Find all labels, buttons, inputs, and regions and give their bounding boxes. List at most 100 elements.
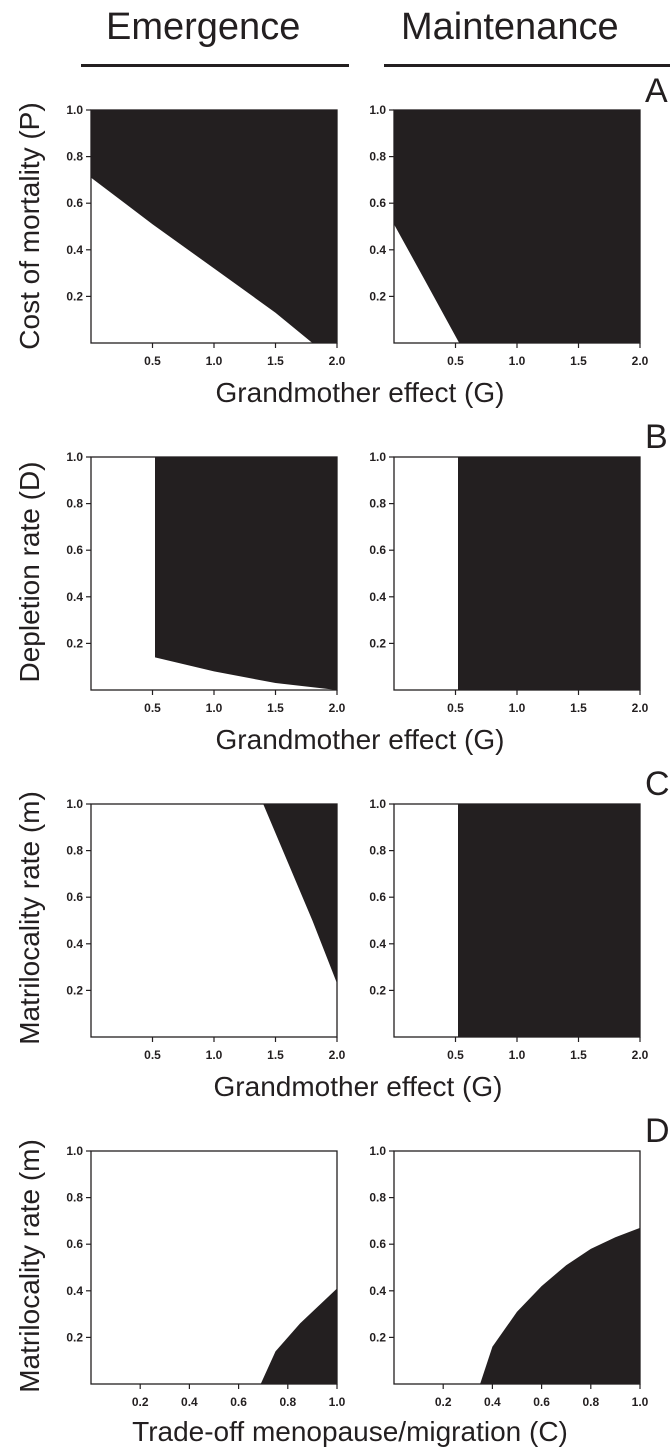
y-tick-label: 0.2 [369,983,386,997]
y-tick-label: 0.2 [369,289,386,303]
x-axis-label-c: Grandmother effect (G) [213,1071,503,1102]
plot-b-emergence: 0.2 0.4 0.6 0.8 1.0 0.5 1.0 1.5 2.0 [66,450,345,715]
plot-d-maintenance: 0.2 0.4 0.6 0.8 1.0 0.2 0.4 0.6 0.8 1.0 [369,1144,648,1409]
x-tick-label: 0.5 [447,701,464,715]
region-c-emergence [263,804,337,984]
y-tick-label: 0.6 [369,196,386,210]
y-tick-label: 0.8 [66,844,83,858]
y-tick-label: 1.0 [66,103,83,117]
x-tick-label: 1.5 [267,701,284,715]
x-tick-label: 2.0 [632,354,649,368]
y-tick-label: 0.4 [369,590,386,604]
x-tick-label: 1.0 [329,1395,346,1409]
y-tick-label: 0.2 [66,636,83,650]
region-a-maintenance [394,110,640,343]
plot-frame-d-emergence [90,1150,338,1385]
x-tick-label: 2.0 [329,1048,346,1062]
column-rule-emergence [81,64,349,67]
y-tick-label: 0.4 [66,590,83,604]
column-rule-maintenance [384,64,670,67]
y-tick-label: 1.0 [369,103,386,117]
x-tick-label: 1.0 [509,354,526,368]
y-tick-label: 0.4 [66,937,83,951]
x-tick-label: 1.0 [206,1048,223,1062]
y-tick-label: 0.2 [66,983,83,997]
y-tick-label: 0.8 [66,497,83,511]
plot-b-maintenance: 0.2 0.4 0.6 0.8 1.0 0.5 1.0 1.5 2.0 [369,450,648,715]
x-tick-label: 0.2 [435,1395,452,1409]
x-tick-label: 0.5 [144,701,161,715]
region-b-emergence [155,457,337,690]
y-tick-label: 1.0 [369,1144,386,1158]
x-axis-label-d: Trade-off menopause/migration (C) [132,1416,568,1447]
y-tick-label: 0.8 [369,150,386,164]
x-tick-label: 2.0 [632,701,649,715]
x-tick-label: 1.5 [570,1048,587,1062]
y-tick-label: 0.6 [369,1237,386,1251]
x-tick-label: 0.8 [279,1395,296,1409]
x-tick-label: 0.4 [181,1395,198,1409]
y-tick-label: 0.4 [66,1284,83,1298]
y-tick-label: 0.4 [66,243,83,257]
plot-frame-d-maintenance [393,1150,641,1385]
x-tick-label: 1.0 [206,354,223,368]
y-tick-label: 1.0 [66,450,83,464]
x-tick-label: 2.0 [329,354,346,368]
y-tick-label: 0.4 [369,243,386,257]
x-tick-label: 0.4 [484,1395,501,1409]
plot-d-emergence: 0.2 0.4 0.6 0.8 1.0 0.2 0.4 0.6 0.8 1.0 [66,1144,345,1409]
y-tick-label: 0.2 [66,1330,83,1344]
x-tick-label: 1.5 [267,1048,284,1062]
x-axis-label-b: Grandmother effect (G) [215,724,505,755]
x-tick-label: 1.0 [509,701,526,715]
x-axis-label-a: Grandmother effect (G) [215,377,505,408]
column-header-maintenance: Maintenance [401,6,619,48]
y-tick-label: 0.8 [369,497,386,511]
y-tick-label: 0.6 [66,890,83,904]
plot-c-maintenance: 0.2 0.4 0.6 0.8 1.0 0.5 1.0 1.5 2.0 [369,797,648,1062]
y-tick-label: 0.6 [369,543,386,557]
x-tick-label: 1.0 [632,1395,649,1409]
column-header-emergence: Emergence [106,6,301,48]
region-c-maintenance [458,804,640,1037]
x-tick-label: 0.5 [447,1048,464,1062]
y-tick-label: 0.8 [369,1191,386,1205]
x-tick-label: 1.5 [570,701,587,715]
x-tick-label: 0.8 [582,1395,599,1409]
x-tick-label: 1.5 [267,354,284,368]
x-tick-label: 0.6 [533,1395,550,1409]
region-d-maintenance [480,1227,640,1384]
x-tick-label: 0.2 [132,1395,149,1409]
panel-letter-d: D [645,1112,670,1150]
y-tick-label: 0.8 [66,150,83,164]
plot-a-maintenance: 0.2 0.4 0.6 0.8 1.0 0.5 1.0 1.5 2.0 [369,103,648,368]
y-tick-label: 0.8 [66,1191,83,1205]
x-tick-label: 2.0 [632,1048,649,1062]
y-tick-label: 0.6 [66,543,83,557]
x-tick-label: 1.5 [570,354,587,368]
y-tick-label: 0.6 [66,1237,83,1251]
y-tick-label: 0.4 [369,937,386,951]
x-tick-label: 0.5 [144,354,161,368]
region-d-emergence [260,1288,337,1384]
y-tick-label: 1.0 [369,450,386,464]
y-tick-label: 0.6 [66,196,83,210]
y-tick-label: 1.0 [369,797,386,811]
y-tick-label: 1.0 [66,1144,83,1158]
x-tick-label: 2.0 [329,701,346,715]
panel-letter-c: C [645,765,670,803]
plot-c-emergence: 0.2 0.4 0.6 0.8 1.0 0.5 1.0 1.5 2.0 [66,797,345,1062]
x-tick-label: 1.0 [206,701,223,715]
panel-letter-a: A [645,72,668,110]
x-tick-label: 1.0 [509,1048,526,1062]
y-tick-label: 0.2 [369,636,386,650]
x-tick-label: 0.5 [447,354,464,368]
y-tick-label: 0.6 [369,890,386,904]
x-tick-label: 0.5 [144,1048,161,1062]
x-tick-label: 0.6 [230,1395,247,1409]
plot-a-emergence: 0.2 0.4 0.6 0.8 1.0 0.5 1.0 1.5 2.0 [66,103,345,368]
panel-letter-b: B [645,418,668,456]
region-a-emergence [91,110,337,343]
y-tick-label: 1.0 [66,797,83,811]
